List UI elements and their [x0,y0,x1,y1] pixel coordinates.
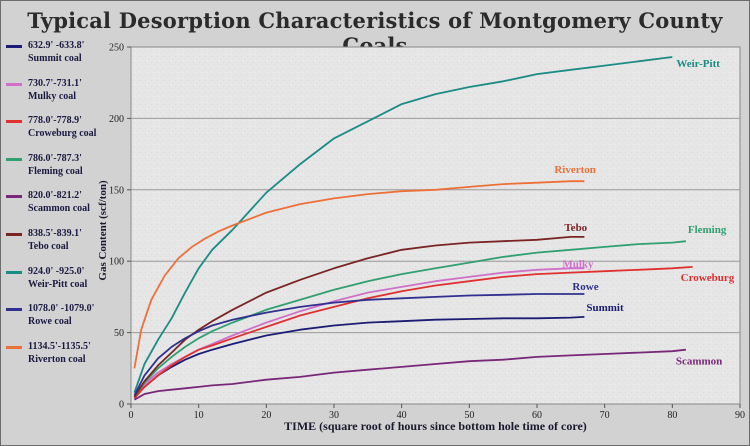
series-line-rowe [133,293,585,396]
legend-name-fleming: Fleming coal [28,165,83,177]
series-line-summit [133,316,585,398]
series-label-mulky: Mulky [562,258,594,270]
x-tick-label: 90 [735,410,745,421]
legend-item-weir-pitt: 924.0' -925.0' Weir-Pitt coal [4,266,110,304]
y-tick-label: 200 [109,114,124,125]
legend-swatch-scammon [6,195,22,199]
legend-depth-weir-pitt: 924.0' -925.0' [28,265,85,277]
series-line-fleming [133,240,686,398]
legend-name-croweburg: Croweburg coal [28,128,97,140]
series-lines [133,56,693,401]
x-tick-label: 20 [261,410,271,421]
legend-depth-rowe: 1078.0' -1079.0' [28,303,95,315]
legend-item-fleming: 786.0'-787.3' Fleming coal [4,153,110,191]
legend-swatch-croweburg [6,120,22,124]
axis-ticks: 0 10 20 30 40 50 60 70 80 90 0 50 100 150 200 250 [109,43,745,422]
legend-swatch-rowe [6,308,22,312]
legend: 632.9' -633.8' Summit coal 730.7'-731.1'… [4,40,110,378]
y-tick-label: 150 [109,185,124,196]
legend-item-tebo: 838.5'-839.1' Tebo coal [4,228,110,266]
legend-item-croweburg: 778.0'-778.9' Croweburg coal [4,115,110,153]
legend-swatch-mulky [6,82,22,86]
y-tick-label: 250 [109,43,124,54]
legend-swatch-tebo [6,232,22,236]
legend-name-rowe: Rowe coal [28,316,72,328]
series-label-summit: Summit [586,302,624,314]
series-label-scammon: Scammon [676,356,722,368]
legend-swatch-weir-pitt [6,270,22,274]
series-label-croweburg: Croweburg [681,272,735,284]
x-tick-label: 10 [194,410,204,421]
x-tick-label: 40 [397,410,407,421]
legend-name-weir-pitt: Weir-Pitt coal [28,278,88,290]
series-label-riverton: Riverton [554,164,596,176]
y-tick-label: 100 [109,257,124,268]
legend-depth-scammon: 820.0'-821.2' [28,190,82,202]
series-labels: Summit Mulky Croweburg Fleming Scammon Tebo We… [554,58,734,368]
legend-name-summit: Summit coal [28,53,82,64]
legend-name-riverton: Riverton coal [28,353,86,365]
legend-item-scammon: 820.0'-821.2' Scammon coal [4,190,110,228]
x-tick-label: 80 [667,410,677,421]
series-line-riverton [133,180,585,369]
legend-item-summit: 632.9' -633.8' Summit coal [4,40,110,78]
y-axis-label: Gas Content (scf/ton) [97,180,109,281]
series-label-tebo: Tebo [564,222,587,234]
legend-swatch-riverton [6,345,22,349]
series-label-fleming: Fleming [688,224,727,236]
legend-swatch-fleming [6,157,22,161]
legend-depth-fleming: 786.0'-787.3' [28,152,82,164]
legend-depth-riverton: 1134.5'-1135.5' [28,340,91,352]
legend-depth-tebo: 838.5'-839.1' [28,227,82,239]
x-tick-label: 70 [600,410,610,421]
legend-swatch-summit [6,45,22,48]
series-line-mulky [133,267,585,398]
series-line-croweburg [133,266,693,399]
legend-item-riverton: 1134.5'-1135.5' Riverton coal [4,341,110,379]
x-axis-label: TIME (square root of hours since bottom … [284,419,587,433]
x-tick-label: 0 [129,410,134,421]
series-label-rowe: Rowe [572,281,598,293]
y-tick-label: 50 [114,328,124,339]
x-tick-label: 60 [532,410,542,421]
x-tick-label: 30 [329,410,339,421]
series-line-weir-pitt [133,56,673,393]
legend-name-scammon: Scammon coal [28,203,90,215]
legend-item-mulky: 730.7'-731.1' Mulky coal [4,78,110,116]
legend-name-tebo: Tebo coal [28,240,69,252]
x-tick-label: 50 [464,410,474,421]
legend-item-rowe: 1078.0' -1079.0' Rowe coal [4,303,110,341]
legend-depth-mulky: 730.7'-731.1' [28,77,82,89]
series-label-weir-pitt: Weir-Pitt [676,58,720,70]
plot-area [130,46,741,405]
legend-depth-croweburg: 778.0'-778.9' [28,115,82,127]
series-line-scammon [133,348,686,401]
legend-name-mulky: Mulky coal [28,90,77,102]
y-tick-label: 0 [119,400,124,411]
legend-depth-summit: 632.9' -633.8' [28,40,85,51]
series-line-tebo [133,235,585,398]
